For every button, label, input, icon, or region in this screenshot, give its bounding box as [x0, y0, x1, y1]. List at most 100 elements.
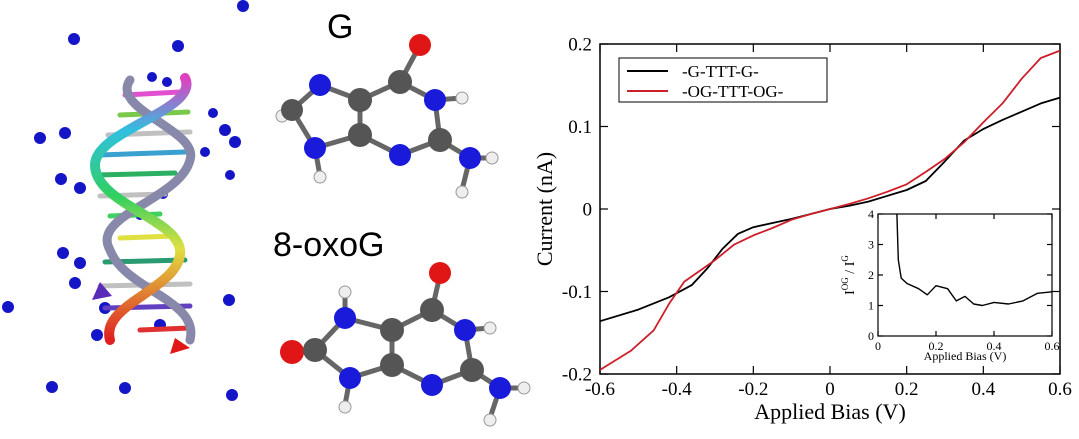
- x-tick-label: 0.4: [971, 379, 995, 400]
- carbon-atom: [303, 338, 327, 362]
- ion-sphere: [74, 257, 86, 269]
- ion-sphere: [34, 132, 46, 144]
- nitrogen-atom: [489, 377, 511, 399]
- x-tick-label: -0.2: [738, 379, 768, 400]
- nitrogen-atom: [421, 374, 443, 396]
- nitrogen-atom: [339, 367, 361, 389]
- ion-sphere: [225, 170, 235, 180]
- counter-ions: [2, 0, 249, 401]
- oxoguanine-bonds: [291, 274, 522, 419]
- oxygen-atom: [429, 262, 451, 284]
- base-pair-rungs: [93, 89, 193, 333]
- inset-y-axis-ticks: 0 1 2 3 4: [868, 207, 1052, 343]
- nitrogen-atom: [454, 319, 476, 341]
- carbon-atom: [348, 123, 372, 147]
- ion-sphere: [91, 329, 103, 341]
- base-pair-rung: [93, 170, 178, 178]
- x-tick-label: 0: [825, 379, 835, 400]
- y-tick-label: 0: [868, 329, 874, 343]
- base-pair-rung: [122, 89, 183, 98]
- hydrogen-atom: [313, 170, 327, 184]
- ion-sphere: [162, 77, 172, 87]
- y-tick-label: 0.2: [568, 35, 592, 56]
- svg-text:IOG / IG: IOG / IG: [840, 255, 858, 295]
- oxygen-atom: [280, 340, 304, 364]
- carbon-atom: [388, 70, 412, 94]
- ion-sphere: [172, 40, 184, 52]
- nitrogen-atom: [389, 144, 411, 166]
- carbon-atom: [420, 298, 444, 322]
- inset-y-axis-label: IOG / IG: [840, 255, 858, 295]
- helix-strand-front: [89, 73, 192, 345]
- legend-label-g: -G-TTT-G-: [682, 62, 759, 81]
- iv-chart: -0.2 -0.1 0 0.1 0.2 -0.6 -0.4 -0.2 0 0.2 0.4 0.6 A…: [532, 35, 1072, 424]
- ion-sphere: [2, 301, 14, 313]
- hydrogen-atom: [338, 400, 352, 414]
- ion-sphere: [55, 173, 67, 185]
- ion-sphere: [74, 182, 86, 194]
- legend: -G-TTT-G- -OG-TTT-OG-: [618, 57, 828, 103]
- carbon-atom: [460, 358, 484, 382]
- ion-sphere: [223, 294, 235, 306]
- y-tick-label: 3: [868, 238, 874, 252]
- legend-box: [618, 57, 828, 103]
- series-lines: [599, 49, 1061, 371]
- helix-strand-arrowhead: [92, 282, 112, 300]
- ion-sphere: [119, 382, 131, 394]
- y-tick-label: -0.1: [562, 282, 592, 303]
- series-line-g: [896, 213, 1053, 307]
- ion-sphere: [46, 381, 58, 393]
- helix-strand-arrowhead: [170, 338, 190, 354]
- base-pair-rung: [117, 233, 178, 241]
- y-axis-ticks: -0.2 -0.1 0 0.1 0.2: [562, 35, 1060, 386]
- hydrogen-atom: [338, 285, 352, 299]
- inset-series-line: [896, 213, 1053, 307]
- carbon-atom: [281, 99, 303, 121]
- hydrogen-atom: [517, 381, 531, 395]
- oxygen-atom: [409, 34, 431, 56]
- ion-sphere: [57, 247, 69, 259]
- base-pair-rung: [137, 325, 193, 333]
- y-tick-label: 0: [583, 200, 593, 221]
- y-tick-label: -0.2: [562, 365, 592, 386]
- carbon-atom: [428, 128, 452, 152]
- guanine-label: G: [327, 8, 354, 46]
- nitrogen-atom: [334, 307, 356, 329]
- nitrogen-atom: [304, 137, 326, 159]
- ion-sphere: [69, 277, 81, 289]
- base-pair-rung: [97, 149, 188, 158]
- ion-sphere: [59, 127, 71, 139]
- ion-sphere: [68, 33, 80, 45]
- y-tick-label: 2: [868, 268, 874, 282]
- oxoguanine-label: 8-oxoG: [273, 226, 385, 264]
- guanine-molecule: [275, 34, 499, 199]
- hydrogen-atom: [455, 185, 469, 199]
- dna-helix-illustration: [2, 0, 249, 401]
- ion-sphere: [208, 108, 218, 118]
- hydrogen-atom: [485, 151, 499, 165]
- carbon-atom: [380, 353, 404, 377]
- nitrogen-atom: [424, 89, 446, 111]
- inset-x-axis-ticks: 0 0.2 0.4 0.6: [875, 214, 1060, 353]
- y-tick-label: 0.1: [568, 117, 592, 138]
- hydrogen-atom: [483, 321, 497, 335]
- inset-x-axis-label: Applied Bias (V): [924, 349, 1007, 363]
- x-tick-label: 0.2: [929, 339, 944, 353]
- ion-sphere: [147, 72, 157, 82]
- ion-sphere: [226, 389, 238, 401]
- x-tick-label: 0: [875, 339, 881, 353]
- x-tick-label: 0.2: [895, 379, 919, 400]
- carbon-atom: [380, 318, 404, 342]
- inset-frame: [877, 213, 1053, 337]
- y-axis-label: Current (nA): [532, 152, 557, 266]
- x-tick-label: 0.6: [1048, 379, 1072, 400]
- ion-sphere: [229, 136, 241, 148]
- guanine-bonds: [280, 43, 490, 191]
- legend-label-og: -OG-TTT-OG-: [682, 82, 784, 101]
- nitrogen-atom: [459, 147, 481, 169]
- ratio-inset-chart: 0 1 2 3 4 0 0.2 0.4 0.6 Applied Bias (V) IOG / …: [840, 207, 1060, 363]
- x-tick-label: -0.6: [585, 379, 615, 400]
- ion-sphere: [237, 0, 249, 12]
- ion-sphere: [200, 147, 210, 157]
